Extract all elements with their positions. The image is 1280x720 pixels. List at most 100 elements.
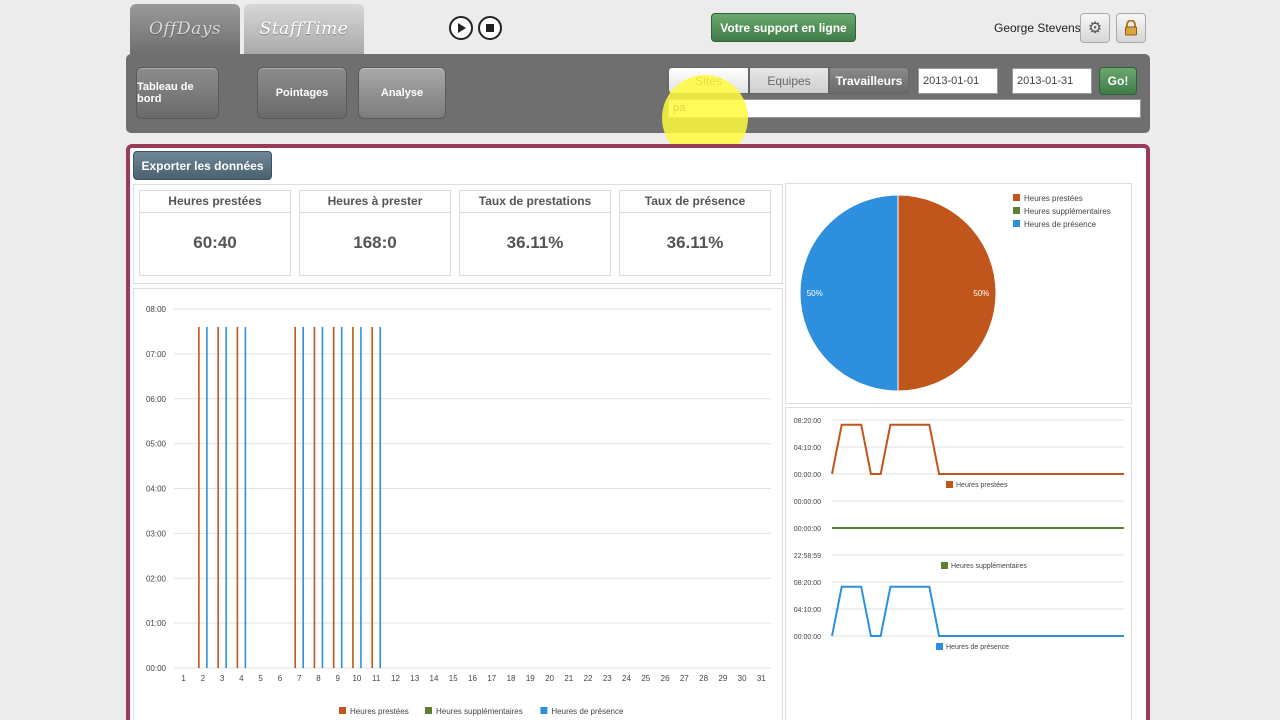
user-name: George Stevens [994,21,1081,35]
daily-hours-bar-chart: 00:00 01:00 02:00 03:00 04:00 05:00 06:00 07:00… [146,305,771,716]
nav-tableau-de-bord[interactable]: Tableau de bord [136,67,219,119]
stat-label: Taux de présence [620,191,770,213]
x-tick-label: 22 [584,674,593,683]
legend-swatch [936,643,943,650]
daily-hours-chart-box: 00:00 01:00 02:00 03:00 04:00 05:00 06:00 07:00… [133,288,783,720]
x-tick-label: 24 [622,674,631,683]
legend-swatch [339,707,346,714]
x-tick-label: 10 [352,674,361,683]
stat-value: 36.11% [666,233,724,252]
x-tick-label: 9 [335,674,340,683]
x-tick-label: 4 [239,674,244,683]
y-tick-label: 07:00 [146,350,167,359]
x-tick-label: 19 [526,674,535,683]
stop-button[interactable] [478,16,502,40]
x-tick-label: 25 [641,674,650,683]
legend-swatch [946,481,953,488]
y-tick-label: 00:00:00 [794,526,821,533]
x-tick-label: 29 [718,674,727,683]
legend-label: Heures de présence [1024,220,1097,229]
stat-heures-a-prester: Heures à prester 168:0 [299,190,451,276]
legend-label: Heures supplémentaires [436,707,523,716]
y-tick-label: 04:10:00 [794,607,821,614]
x-tick-label: 7 [297,674,302,683]
online-support-button[interactable]: Votre support en ligne [711,13,856,42]
stat-value: 168:0 [353,233,397,252]
x-tick-label: 27 [680,674,689,683]
bar-heures-de-presence [360,326,362,668]
bar-heures-prestees [332,326,335,668]
bar-heures-prestees [352,326,354,668]
gear-icon: ⚙ [1087,20,1103,37]
lock-button[interactable] [1116,13,1146,43]
lock-icon [1125,20,1137,36]
play-button[interactable] [449,16,473,40]
legend-label: Heures supplémentaires [1024,207,1111,216]
legend-label: Heures de présence [946,644,1009,651]
settings-button[interactable]: ⚙ [1080,13,1110,43]
bar-heures-prestees [313,326,316,668]
y-tick-label: 00:00 [146,664,167,673]
x-tick-label: 20 [545,674,554,683]
bar-heures-prestees [217,326,219,668]
y-tick-label: 02:00 [146,574,167,583]
segment-equipes[interactable]: Equipes [749,67,829,94]
hours-pie-chart: 50% 50% Heures prestées Heures supplémentai… [799,194,1111,392]
x-tick-label: 12 [391,674,400,683]
y-tick-label: 22:58:59 [794,553,821,560]
legend-swatch [1013,207,1020,214]
bar-heures-de-presence [244,326,247,668]
bar-heures-de-presence [321,326,324,668]
bar-heures-de-presence [302,326,304,668]
x-tick-label: 14 [430,674,439,683]
date-from-input[interactable]: 2013-01-01 [918,68,998,94]
x-tick-label: 3 [220,674,225,683]
x-tick-label: 11 [372,674,381,683]
legend-swatch [1013,220,1020,227]
bar-heures-prestees [294,326,296,668]
pie-slice-heures-prestees [897,194,997,392]
date-to-input[interactable]: 2013-01-31 [1012,68,1092,94]
stat-label: Heures à prester [300,191,450,213]
export-data-button[interactable]: Exporter les données [133,151,272,180]
stat-label: Taux de prestations [460,191,610,213]
legend-label: Heures prestées [956,482,1008,489]
nav-analyse[interactable]: Analyse [358,67,446,119]
line-charts-box: 00:00:00 04:10:00 08:20:00 Heures prestées 2… [785,407,1132,720]
bar-heures-prestees [371,326,374,668]
y-tick-label: 03:00 [146,529,167,538]
segment-sites[interactable]: Sites [668,67,749,94]
pie-slice-label: 50% [973,289,989,298]
y-tick-label: 00:00:00 [794,472,821,479]
legend-label: Heures prestées [350,707,409,716]
x-tick-label: 6 [278,674,283,683]
stat-taux-presence: Taux de présence 36.11% [619,190,771,276]
legend-swatch [540,707,548,714]
stat-label: Heures prestées [140,191,290,213]
legend-swatch [1013,194,1020,201]
segment-travailleurs[interactable]: Travailleurs [829,67,909,94]
pie-chart-box: 50% 50% Heures prestées Heures supplémentai… [785,183,1132,404]
stats-area [133,184,783,284]
stafftime-logo: StaffTime [259,19,349,39]
play-icon [458,23,466,33]
stat-heures-prestees: Heures prestées 60:40 [139,190,291,276]
pie-slice-heures-de-presence [799,194,899,392]
offdays-logo-tab[interactable]: OffDays [130,4,240,54]
y-tick-label: 00:00:00 [794,634,821,641]
line-heures-de-presence [831,585,1124,637]
x-tick-label: 18 [507,674,516,683]
bar-heures-prestees [236,326,239,668]
x-tick-label: 26 [661,674,670,683]
y-tick-label: 00:00:00 [794,499,821,506]
hours-line-charts: 00:00:00 04:10:00 08:20:00 Heures prestées 2… [794,418,1124,651]
bar-heures-de-presence [225,326,227,668]
go-button[interactable]: Go! [1099,67,1137,95]
legend-label: Heures prestées [1024,194,1083,203]
search-input[interactable]: pa [668,99,1141,118]
nav-pointages[interactable]: Pointages [257,67,347,119]
x-tick-label: 2 [201,674,206,683]
stafftime-logo-tab[interactable]: StaffTime [244,4,364,54]
x-tick-label: 15 [449,674,458,683]
stat-value: 36.11% [506,233,564,252]
